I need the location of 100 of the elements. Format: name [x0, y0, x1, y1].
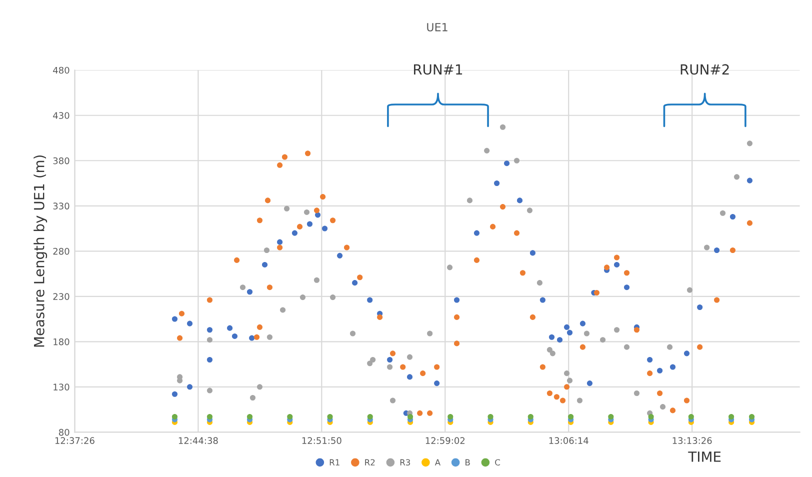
point	[728, 414, 734, 420]
point	[292, 230, 298, 236]
point	[178, 310, 185, 316]
y-tick-label: 380	[53, 157, 70, 164]
point	[314, 208, 320, 214]
point	[172, 414, 178, 420]
point	[232, 333, 238, 339]
point	[466, 198, 473, 204]
point	[367, 360, 373, 366]
x-axis-title: TIME	[688, 452, 721, 462]
point	[568, 414, 574, 420]
point	[624, 270, 630, 276]
point	[330, 218, 336, 224]
point	[516, 198, 523, 204]
point	[474, 230, 480, 236]
point	[206, 327, 212, 333]
x-tick-label: 12:44:38	[178, 437, 218, 444]
legend-label: A	[434, 459, 440, 466]
point	[336, 252, 343, 258]
point	[390, 350, 396, 356]
point	[748, 414, 755, 420]
point	[420, 370, 426, 376]
x-tick-label: 12:37:26	[55, 437, 94, 444]
y-tick-label: 330	[53, 202, 70, 210]
point	[528, 414, 534, 420]
point	[600, 337, 606, 343]
legend-label: C	[495, 459, 500, 466]
point	[540, 364, 546, 370]
point	[357, 274, 363, 280]
point	[500, 124, 506, 130]
y-tick-label: 430	[53, 112, 70, 119]
point	[256, 384, 262, 390]
point	[454, 297, 460, 303]
point	[304, 209, 310, 215]
point	[704, 244, 710, 250]
point	[546, 347, 552, 353]
legend-label: R3	[400, 459, 410, 466]
x-tick-label: 12:51:50	[302, 437, 342, 444]
point	[730, 247, 736, 254]
point	[262, 262, 268, 268]
point	[314, 277, 320, 283]
point	[684, 398, 690, 404]
point	[367, 297, 373, 303]
point	[670, 364, 676, 370]
point	[647, 370, 653, 376]
point	[536, 280, 542, 286]
point	[282, 154, 288, 160]
point	[540, 297, 546, 303]
point	[530, 314, 536, 320]
point	[660, 404, 666, 410]
point	[206, 414, 212, 420]
point	[657, 368, 663, 374]
y-tick-label: 480	[53, 66, 70, 74]
point	[514, 230, 520, 236]
point	[520, 270, 526, 276]
point	[367, 414, 373, 420]
x-tick-label: 13:06:14	[549, 437, 588, 444]
point	[720, 210, 726, 216]
point	[327, 414, 333, 420]
point	[548, 334, 555, 340]
point	[172, 391, 178, 397]
point	[446, 264, 453, 270]
point	[322, 226, 328, 232]
point	[350, 330, 356, 336]
x-tick-label: 13:13:26	[672, 437, 712, 444]
chart-title: UE1	[427, 23, 448, 32]
point	[714, 247, 720, 254]
point	[306, 221, 313, 227]
point	[580, 320, 586, 326]
point	[240, 284, 246, 290]
point	[564, 370, 570, 376]
point	[186, 320, 193, 326]
point	[266, 334, 272, 340]
point	[352, 280, 358, 286]
point	[454, 340, 460, 346]
point	[387, 356, 393, 363]
point	[614, 262, 620, 268]
point	[377, 314, 383, 320]
point	[564, 384, 570, 390]
point	[560, 398, 566, 404]
point	[370, 356, 376, 363]
point	[454, 314, 460, 320]
point	[504, 160, 510, 166]
point	[730, 214, 736, 220]
point	[586, 380, 592, 386]
point	[296, 224, 303, 230]
point	[330, 294, 336, 300]
point	[280, 307, 286, 313]
point	[576, 398, 583, 404]
point	[746, 140, 752, 146]
y-axis-title: Measure Length by UE1 (m)	[34, 155, 48, 347]
x-tick-label: 12:59:02	[426, 437, 464, 444]
y-tick-label: 80	[58, 428, 70, 436]
point	[417, 410, 423, 416]
point	[304, 150, 311, 156]
point	[554, 394, 560, 400]
point	[256, 218, 262, 224]
point	[614, 327, 620, 333]
y-tick-label: 130	[54, 384, 70, 390]
point	[666, 344, 673, 350]
